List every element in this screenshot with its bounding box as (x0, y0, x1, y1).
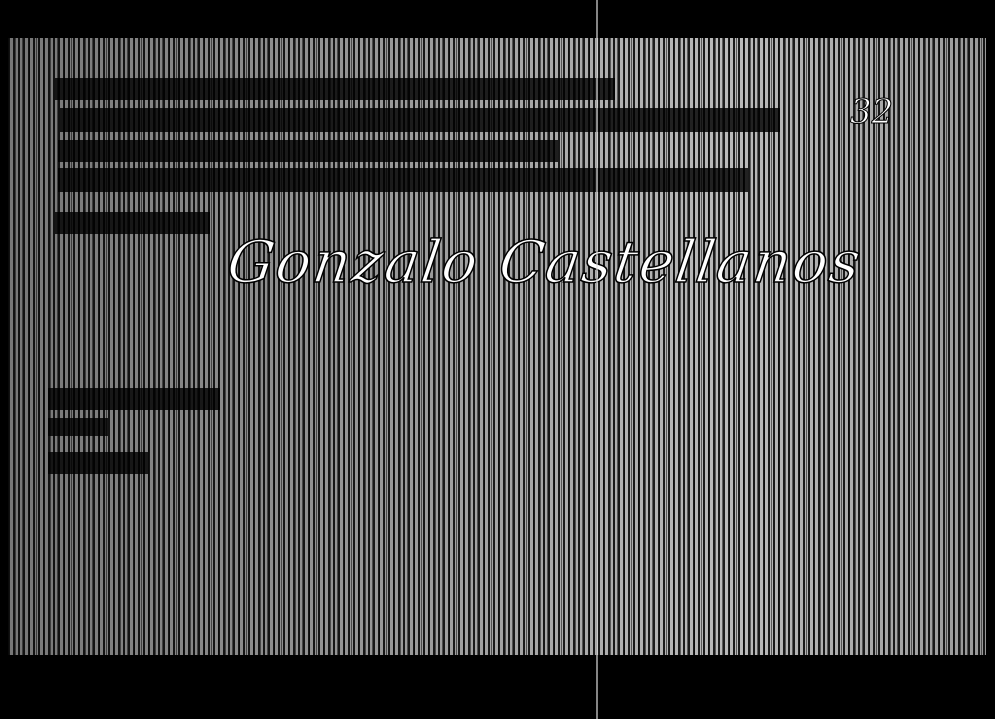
fold-line (596, 0, 598, 719)
paper (8, 38, 986, 678)
illegible-line (55, 212, 210, 234)
page-number: 32 (849, 92, 894, 133)
illegible-line (58, 168, 748, 192)
signature: Gonzalo Castellanos (222, 227, 867, 297)
illegible-line (55, 78, 615, 100)
illegible-line (48, 452, 148, 474)
scan-edge (0, 655, 995, 719)
illegible-line (48, 418, 108, 436)
illegible-line (58, 140, 558, 162)
illegible-line (48, 388, 220, 410)
illegible-line (60, 108, 780, 132)
